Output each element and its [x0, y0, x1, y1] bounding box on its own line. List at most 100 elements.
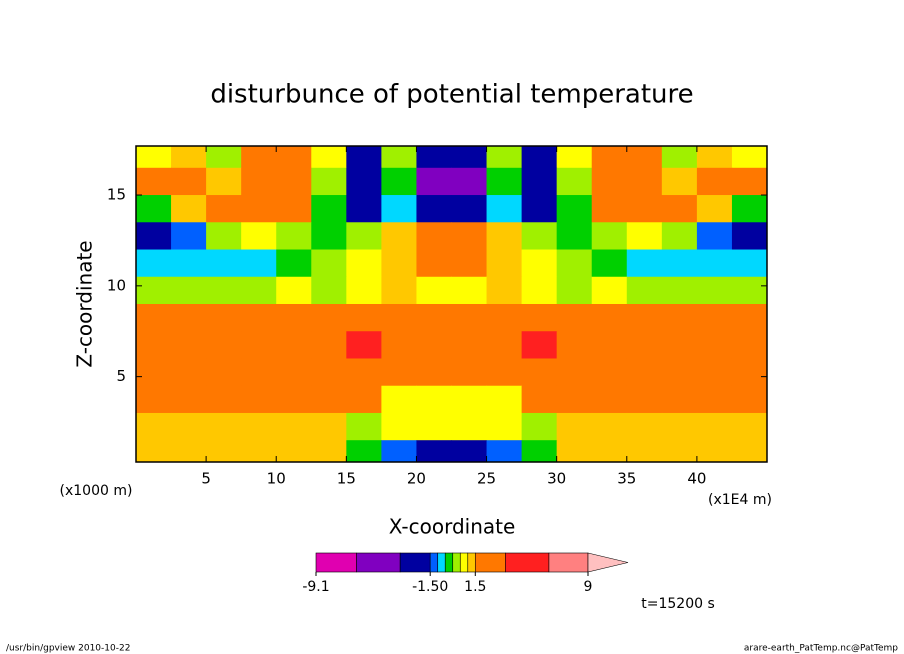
- field-cell: [486, 222, 523, 251]
- field-cell: [591, 385, 628, 414]
- field-cell: [346, 412, 382, 441]
- field-cell: [556, 331, 593, 359]
- colorbar-segment: [429, 552, 439, 573]
- field-cell: [136, 304, 172, 332]
- field-cell: [276, 358, 312, 387]
- field-cell: [521, 195, 558, 223]
- field-cell: [591, 358, 628, 387]
- colorbar-tick-label: -1.50: [412, 579, 448, 595]
- field-cell: [416, 222, 452, 251]
- field-cell: [591, 167, 628, 196]
- field-cell: [416, 195, 452, 223]
- field-cell: [171, 276, 207, 305]
- plot-frame: [135, 145, 768, 463]
- x-axis-label: X-coordinate: [389, 515, 516, 539]
- field-cell: [136, 146, 172, 169]
- field-cell: [346, 304, 382, 332]
- field-cell: [661, 195, 698, 223]
- colorbar-segment: [399, 552, 431, 573]
- field-cell: [136, 412, 172, 441]
- field-cell: [626, 358, 663, 387]
- field-cell: [521, 276, 558, 305]
- field-cell: [206, 146, 242, 169]
- field-cell: [241, 146, 277, 169]
- field-cell: [171, 146, 207, 169]
- field-cell: [591, 276, 628, 305]
- y-tick-label: 5: [116, 367, 126, 385]
- field-cell: [276, 222, 312, 251]
- field-cell: [276, 304, 312, 332]
- field-cell: [556, 167, 593, 196]
- field-cell: [591, 195, 628, 223]
- field-cell: [206, 195, 242, 223]
- field-cell: [416, 440, 452, 462]
- field-cell: [206, 358, 242, 387]
- field-cell: [486, 167, 523, 196]
- colorbar-segment: [356, 552, 401, 573]
- field-cell: [486, 146, 523, 169]
- field-cell: [661, 385, 698, 414]
- field-cell: [206, 385, 242, 414]
- field-cell: [556, 440, 593, 462]
- colorbar-segment: [505, 552, 550, 573]
- field-cell: [521, 358, 558, 387]
- field-cell: [381, 195, 417, 223]
- field-cell: [556, 195, 593, 223]
- field-cell: [346, 167, 382, 196]
- field-cell: [346, 440, 382, 462]
- field-cell: [731, 385, 767, 414]
- field-cell: [591, 412, 628, 441]
- field-cell: [486, 358, 523, 387]
- x-tick-label: 5: [201, 470, 211, 488]
- field-cell: [276, 385, 312, 414]
- field-cell: [311, 440, 347, 462]
- field-cell: [696, 276, 733, 305]
- colorbar-segment: [467, 552, 476, 573]
- field-cell: [626, 331, 663, 359]
- field-cell: [241, 195, 277, 223]
- y-unit: (x1000 m): [60, 483, 133, 499]
- colorbar-tick-label: -9.1: [302, 579, 329, 595]
- field-cell: [626, 146, 663, 169]
- field-cell: [206, 167, 242, 196]
- field-cell: [241, 304, 277, 332]
- field-cell: [381, 385, 417, 414]
- field-cell: [241, 412, 277, 441]
- field-cell: [661, 412, 698, 441]
- field-cell: [311, 412, 347, 441]
- field-cell: [381, 358, 417, 387]
- field-cell: [696, 412, 733, 441]
- x-unit: (x1E4 m): [708, 492, 772, 508]
- field-cell: [661, 304, 698, 332]
- field-cell: [311, 358, 347, 387]
- field-cell: [276, 412, 312, 441]
- field-cell: [276, 167, 312, 196]
- field-cell: [556, 385, 593, 414]
- y-tick-label: 15: [107, 186, 126, 204]
- footer-right: arare-earth_PatTemp.nc@PatTemp: [744, 644, 898, 654]
- field-cell: [486, 331, 523, 359]
- field-cell: [136, 167, 172, 196]
- field-cell: [626, 167, 663, 196]
- field-cell: [626, 440, 663, 462]
- field-cell: [451, 146, 488, 169]
- footer-left: /usr/bin/gpview 2010-10-22: [6, 644, 130, 654]
- field-cell: [136, 385, 172, 414]
- field-cell: [136, 276, 172, 305]
- field-cell: [311, 249, 347, 278]
- field-cell: [416, 412, 452, 441]
- field-cell: [556, 412, 593, 441]
- field-cell: [731, 222, 767, 251]
- field-cell: [556, 358, 593, 387]
- field-cell: [556, 222, 593, 251]
- x-tick-label: 15: [337, 470, 356, 488]
- field-cell: [276, 440, 312, 462]
- field-cell: [661, 146, 698, 169]
- field-cell: [136, 358, 172, 387]
- field-cell: [661, 167, 698, 196]
- field-cell: [451, 440, 488, 462]
- x-tick-label: 10: [267, 470, 286, 488]
- field-cell: [136, 249, 172, 278]
- field-cell: [731, 249, 767, 278]
- field-cell: [521, 304, 558, 332]
